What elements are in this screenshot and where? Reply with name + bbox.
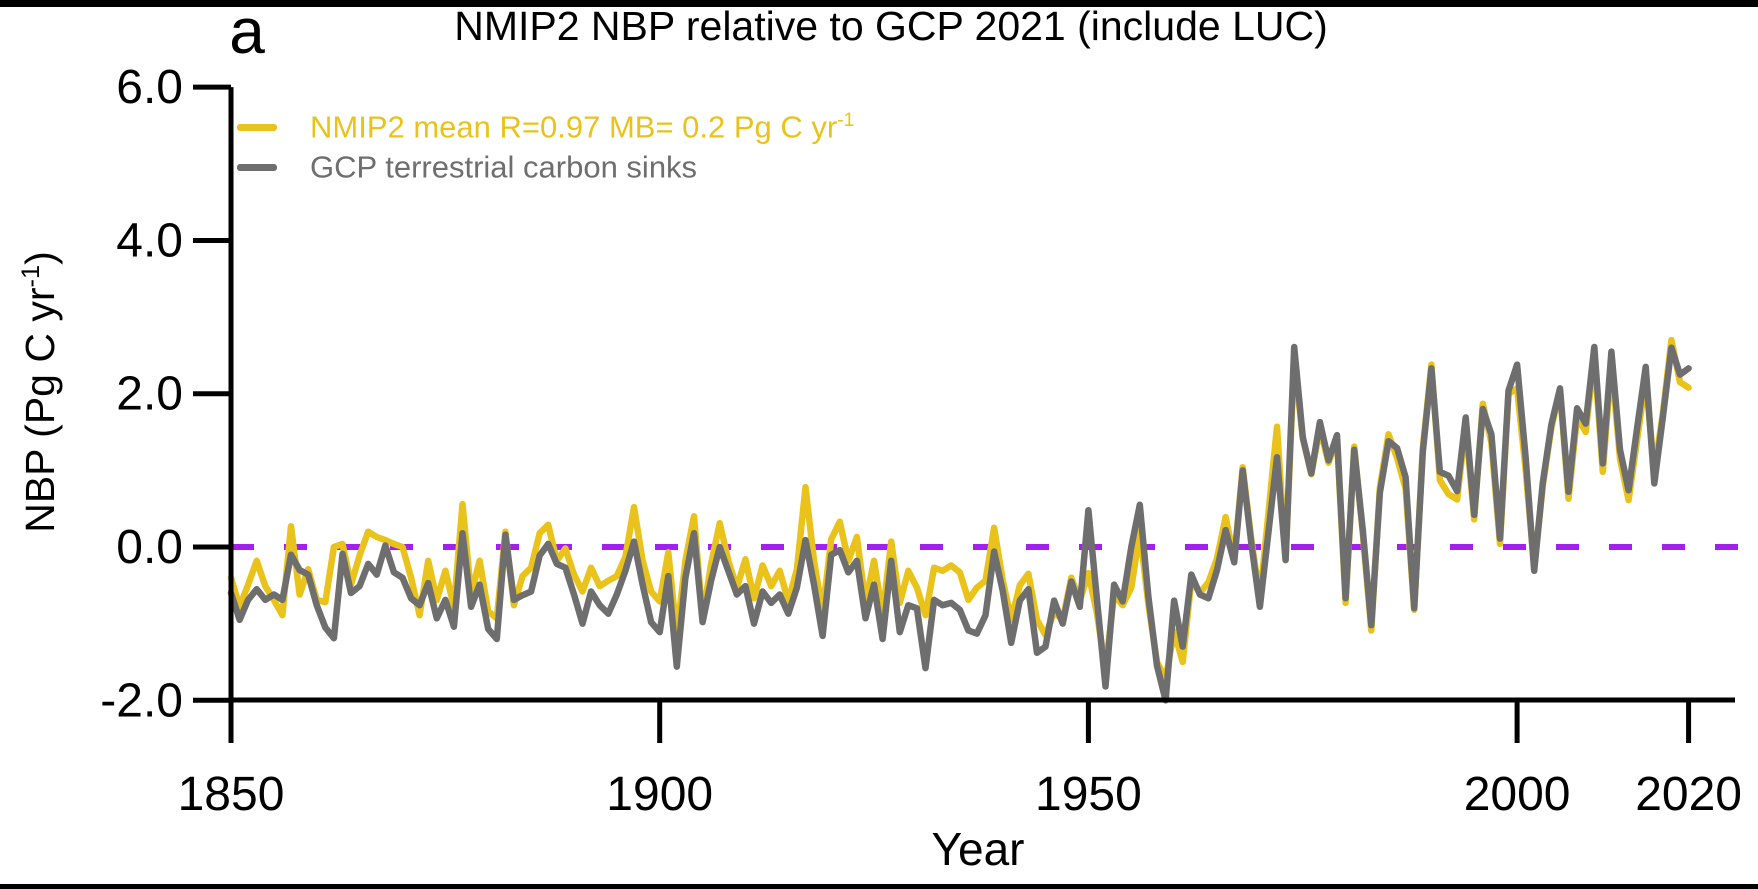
x-tick-label: 2000 [1464,768,1571,821]
legend-label-nmip2-text: NMIP2 mean R=0.97 MB= 0.2 Pg C yr [310,109,838,145]
legend-label-gcp-text: GCP terrestrial carbon sinks [310,149,698,185]
chart-title: NMIP2 NBP relative to GCP 2021 (include … [454,3,1328,49]
x-tick-label: 1950 [1035,768,1142,821]
y-axis-label-close: ) [16,251,63,265]
y-axis-label-sup: -1 [17,264,46,288]
x-tick-label: 2020 [1635,768,1742,821]
legend-label-gcp: GCP terrestrial carbon sinks [310,149,698,185]
y-tick-label: 6.0 [116,61,183,114]
top-border [0,0,1758,7]
legend-item-nmip2: NMIP2 mean R=0.97 MB= 0.2 Pg C yr-1 [237,107,854,147]
nmip2-mean-line [227,336,1692,683]
legend-item-gcp: GCP terrestrial carbon sinks [237,147,854,187]
y-tick-label: 2.0 [116,368,183,421]
gcp-line-swatch [237,163,277,171]
bottom-border [0,884,1758,889]
y-axis-label: NBP (Pg C yr-1) [16,251,63,533]
gcp-sink-line [227,343,1692,704]
panel-label: a [229,0,265,67]
nmip2-line-swatch [237,123,277,131]
legend-label-nmip2: NMIP2 mean R=0.97 MB= 0.2 Pg C yr-1 [310,111,854,142]
x-tick-label: 1900 [606,768,713,821]
x-axis-label: Year [931,823,1025,875]
y-tick-label: 0.0 [116,521,183,574]
y-tick-label: -2.0 [100,674,183,727]
x-tick-label: 1850 [178,768,285,821]
legend-label-nmip2-sup: -1 [837,110,855,132]
legend: NMIP2 mean R=0.97 MB= 0.2 Pg C yr-1 GCP … [237,107,854,187]
y-axis-label-text: NBP (Pg C yr [16,287,63,533]
y-tick-label: 4.0 [116,214,183,267]
